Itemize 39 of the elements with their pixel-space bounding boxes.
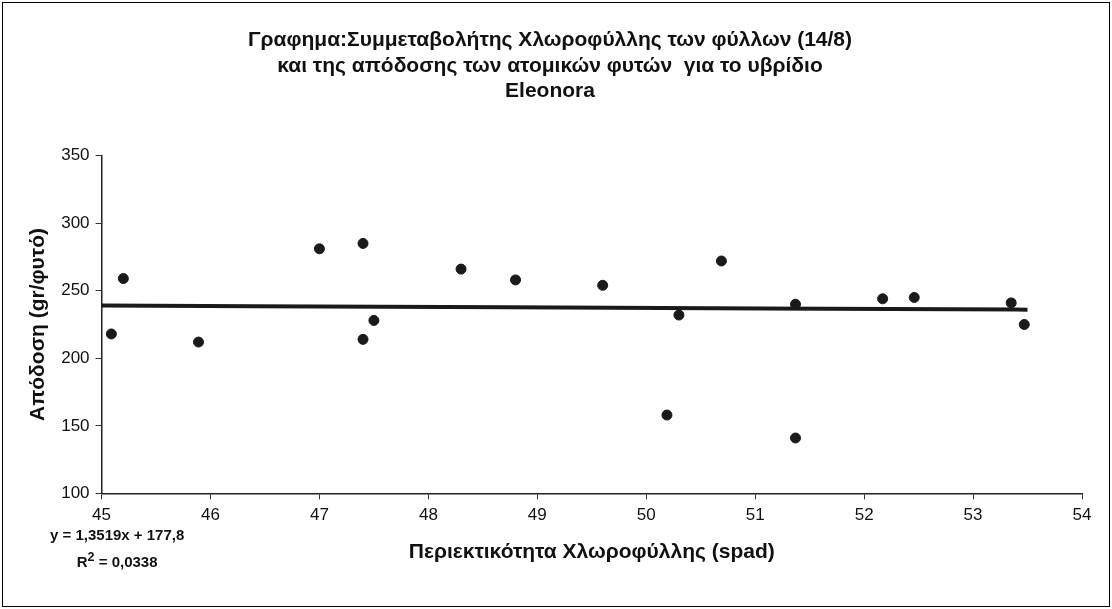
point [908, 291, 920, 303]
y-tick-label: 100 [61, 483, 90, 503]
point [455, 263, 467, 275]
point [1005, 297, 1017, 309]
x-tick-label: 53 [963, 505, 983, 525]
point [790, 432, 801, 444]
x-tick-label: 46 [201, 505, 220, 525]
y-tick-label: 200 [61, 347, 90, 367]
point [673, 309, 685, 321]
y-tick-label: 250 [61, 280, 90, 300]
point [510, 274, 522, 286]
x-tick-label: 50 [636, 505, 656, 525]
y-tick-label: 300 [61, 212, 90, 232]
x-tick-label: 47 [309, 505, 329, 525]
point [357, 333, 369, 345]
point [313, 243, 325, 255]
x-tick-label: 51 [745, 505, 765, 525]
x-axis-title: Περιεκτικότητα Χλωροφύλλης (spad) [408, 539, 775, 564]
x-tick-label: 45 [92, 505, 112, 525]
point [715, 255, 727, 267]
text: y = 1,3519x + 177,8 [50, 525, 185, 545]
point [1018, 319, 1030, 330]
x-tick-label: 49 [527, 505, 547, 525]
y-tick-label: 150 [61, 415, 90, 435]
point [117, 273, 129, 285]
point [597, 279, 609, 291]
point [105, 328, 117, 340]
x-tick-label: 52 [854, 505, 874, 525]
point [661, 409, 673, 421]
chart-title: Γραφημα:Συμμεταβολήτης Χλωροφύλλης των φύλλων (14/8) και της απόδοσης των ατομικών φυτών για το υβρίδιο Eleonora [247, 27, 853, 101]
point [193, 336, 205, 348]
point [368, 314, 380, 326]
point [357, 237, 369, 249]
point [877, 293, 889, 305]
y-axis-title: Απόδοση (gr/φυτό) [25, 228, 49, 421]
x-tick-label: 54 [1072, 505, 1092, 525]
text: R$^{2}$ = 0,0338 [75, 549, 159, 572]
x-tick-label: 48 [418, 505, 438, 525]
y-tick-label: 350 [61, 145, 90, 165]
